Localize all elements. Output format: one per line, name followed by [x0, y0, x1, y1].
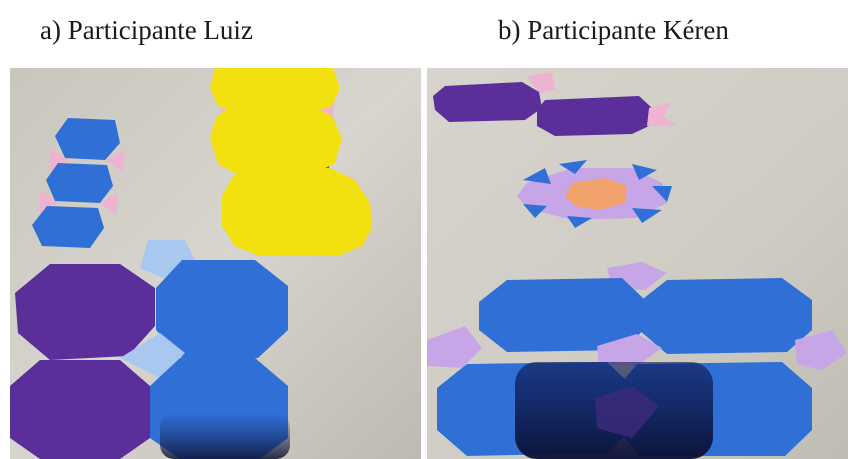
shadowed-rhombus	[595, 386, 659, 438]
shadow-a	[160, 413, 290, 459]
photo-b-illustration	[427, 68, 848, 459]
caption-participante-luiz: a) Participante Luiz	[40, 15, 253, 45]
photo-participante-keren	[427, 68, 848, 459]
octagon-cluster	[10, 240, 288, 459]
rosette-arrangement	[517, 160, 672, 228]
hexagon-strip	[32, 118, 125, 248]
photo-a-illustration	[10, 68, 421, 459]
caption-participante-keren: b) Participante Kéren	[498, 15, 729, 45]
photo-participante-luiz	[10, 68, 421, 459]
purple-octagon-row	[433, 72, 677, 136]
yellow-decagon-stack	[210, 68, 372, 256]
